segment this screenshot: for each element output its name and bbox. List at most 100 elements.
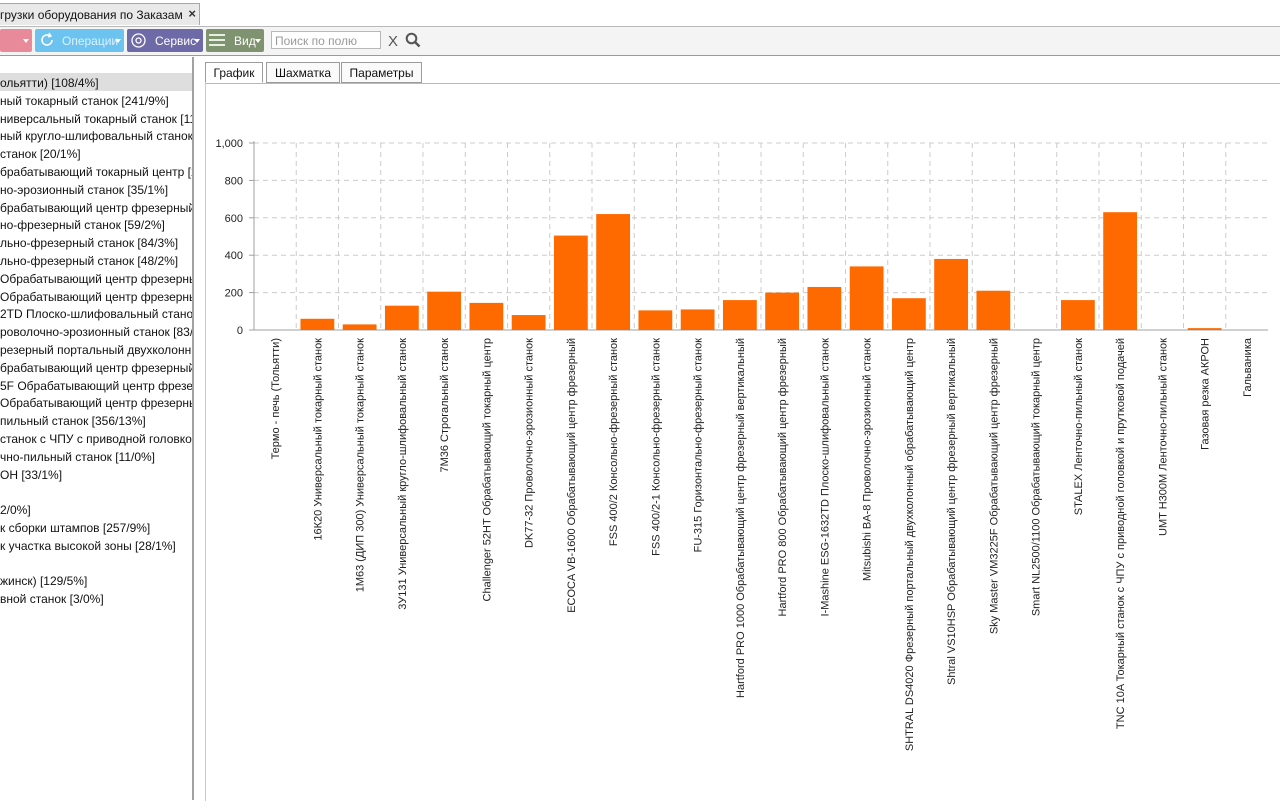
tree-item[interactable]: станок с ЧПУ с приводной головко bbox=[0, 432, 192, 446]
search-placeholder: Поиск по полю bbox=[275, 34, 358, 48]
tree-item[interactable]: но-фрезерный станок [59/2%] bbox=[0, 218, 165, 233]
x-tick-label: 7М36 Строгальный станок bbox=[439, 338, 451, 473]
tree-item[interactable]: но-эрозионный станок [35/1%] bbox=[0, 182, 169, 197]
close-tab-icon[interactable]: × bbox=[188, 6, 196, 21]
tab-grid[interactable]: Шахматка bbox=[266, 62, 340, 83]
x-tick-label: Shtral VS10HSP Обрабатывающий центр фрез… bbox=[946, 338, 958, 685]
x-tick-label: Mitsubishi BA-8 Проволочно-эрозионный ст… bbox=[862, 338, 874, 581]
operations-label: Операции bbox=[62, 34, 119, 48]
bar bbox=[934, 258, 969, 330]
toolbar: Операции Сервис Вид Поиск по полю X bbox=[0, 27, 1280, 56]
bar bbox=[976, 290, 1011, 330]
x-tick-label: Sky Master VM3225F Обрабатывающий центр … bbox=[988, 338, 1000, 634]
tree-item[interactable]: роволочно-эрозионный станок [83/3% bbox=[0, 325, 194, 340]
bar bbox=[469, 302, 504, 330]
document-tab-strip: грузки оборудования по Заказам × bbox=[0, 0, 1280, 27]
y-tick-label: 600 bbox=[225, 213, 243, 225]
y-tick-label: 1,000 bbox=[215, 138, 243, 150]
tree-item[interactable]: 5F Обрабатывающий центр фрезер bbox=[0, 378, 194, 393]
x-tick-label: STALEX Ленточно-пильный станок bbox=[1073, 338, 1085, 515]
tree-item[interactable]: Обрабатывающий центр фрезерный bbox=[0, 396, 194, 411]
x-tick-label: FU-315 Горизонтально-фрезерный станок bbox=[693, 338, 705, 553]
x-tick-label: 16К20 Универсальный токарный станок bbox=[312, 338, 324, 541]
tree-item[interactable]: к сборки штампов [257/9%] bbox=[0, 521, 151, 535]
tree-item[interactable]: 2/0%] bbox=[0, 503, 31, 518]
tree-item[interactable]: пильный станок [356/13%] bbox=[0, 414, 146, 429]
equipment-tree[interactable]: ольятти) [108/4%] ный токарный станок [24… bbox=[0, 57, 194, 800]
x-tick-label: Гальваника bbox=[1242, 337, 1254, 397]
x-tick-label: I-Mashine ESG-1632TD Плоско-шлифовальный… bbox=[819, 338, 831, 617]
bar bbox=[384, 305, 419, 330]
tree-item[interactable]: льно-фрезерный станок [48/2%] bbox=[0, 254, 179, 268]
document-tab[interactable]: грузки оборудования по Заказам × bbox=[0, 3, 200, 25]
load-bar-chart: 0 200 400 600 800 1,000 Термо - печь (Тольятти… bbox=[215, 138, 1268, 751]
bar bbox=[1060, 300, 1095, 330]
gear-icon bbox=[131, 33, 146, 48]
refresh-icon bbox=[41, 32, 53, 46]
search-icon[interactable] bbox=[405, 32, 421, 48]
bar bbox=[553, 235, 588, 330]
actions-menu-button[interactable] bbox=[0, 29, 32, 52]
bar bbox=[1103, 212, 1138, 330]
y-tick-label: 0 bbox=[237, 325, 243, 337]
bar bbox=[638, 310, 673, 330]
tree-item[interactable]: вной станок [3/0%] bbox=[0, 592, 104, 607]
tree-item[interactable]: ниверсальный токарный станок [111 bbox=[0, 111, 194, 126]
service-menu-button[interactable]: Сервис bbox=[127, 29, 203, 52]
tab-chart[interactable]: График bbox=[205, 62, 263, 83]
tree-item[interactable]: ОН [33/1%] bbox=[0, 467, 63, 482]
view-menu-button[interactable]: Вид bbox=[206, 29, 264, 52]
tree-item[interactable]: брабатывающий токарный центр [2 bbox=[0, 165, 194, 179]
y-tick-label: 200 bbox=[225, 288, 243, 300]
tree-item[interactable]: Обрабатывающий центр фрезерный bbox=[0, 289, 194, 304]
bar bbox=[427, 291, 462, 330]
service-label: Сервис bbox=[155, 34, 197, 48]
operations-menu-button[interactable]: Операции bbox=[35, 29, 124, 52]
x-tick-label: Challenger 52HT Обрабатывающий токарный … bbox=[481, 338, 493, 601]
x-tick-label: FSS 400/2-1 Консольно-фрезерный станок bbox=[650, 338, 662, 556]
x-tick-label: TNC 10A Токарный станок с ЧПУ с приводно… bbox=[1115, 338, 1127, 729]
tree-item[interactable]: станок [20/1%] bbox=[0, 147, 81, 162]
tree-item[interactable]: брабатывающий центр фрезерный bbox=[0, 200, 194, 215]
x-tick-label: Термо - печь (Тольятти) bbox=[270, 338, 282, 459]
bar bbox=[511, 315, 546, 330]
tree-item[interactable]: резерный портальный двухколонный bbox=[0, 343, 194, 357]
view-label: Вид bbox=[234, 34, 256, 48]
list-view-icon bbox=[209, 34, 225, 46]
x-tick-label: 1М63 (ДИП 300) Универсальный токарный ст… bbox=[355, 338, 367, 592]
tree-item[interactable]: льно-фрезерный станок [84/3%] bbox=[0, 236, 179, 251]
bar bbox=[596, 214, 631, 330]
tree-item[interactable]: ный кругло-шлифовальный станок bbox=[0, 129, 193, 144]
chevron-down-icon bbox=[194, 39, 200, 43]
tree-root-row[interactable] bbox=[0, 73, 192, 91]
bar bbox=[765, 292, 800, 330]
x-tick-label: Hartford PRO 1000 Обрабатывающий центр ф… bbox=[735, 338, 747, 698]
chevron-down-icon bbox=[255, 39, 261, 43]
tree-item[interactable]: ольятти) [108/4%] bbox=[0, 76, 99, 90]
tree-item[interactable]: брабатывающий центр фрезерный bbox=[0, 360, 194, 375]
bar bbox=[722, 300, 757, 330]
tree-item[interactable]: Обрабатывающий центр фрезерный bbox=[0, 271, 194, 286]
x-tick-label: Hartford PRO 800 Обрабатывающий центр фр… bbox=[777, 338, 789, 616]
chart-panel bbox=[205, 83, 1280, 801]
bar bbox=[680, 309, 715, 330]
search-input[interactable]: Поиск по полю bbox=[271, 31, 381, 49]
bar bbox=[807, 286, 842, 330]
x-tick-label: Газовая резка АКРОН bbox=[1200, 338, 1212, 450]
tree-item[interactable]: чно-пильный станок [11/0%] bbox=[0, 449, 156, 464]
tree-item[interactable]: ный токарный станок [241/9%] bbox=[0, 93, 169, 108]
chevron-down-icon bbox=[115, 39, 121, 43]
bar bbox=[849, 266, 884, 330]
tree-item[interactable]: 2TD Плоско-шлифовальный станок bbox=[0, 307, 194, 322]
bar bbox=[300, 318, 335, 330]
tree-item[interactable]: к участка высокой зоны [28/1%] bbox=[0, 538, 176, 553]
clear-search-button[interactable]: X bbox=[388, 33, 399, 50]
x-tick-label: 3У131 Универсальный кругло-шлифовальный … bbox=[397, 338, 409, 610]
x-tick-label: DK77-32 Проволочно-эрозионный станок bbox=[524, 338, 536, 548]
tab-params[interactable]: Параметры bbox=[341, 62, 422, 83]
tree-item[interactable]: жинск) [129/5%] bbox=[0, 574, 88, 589]
y-tick-label: 800 bbox=[225, 175, 243, 187]
x-tick-label: Smart NL2500/1100 Обрабатывающий токарны… bbox=[1031, 338, 1043, 616]
bar bbox=[1187, 328, 1222, 330]
x-tick-label: FSS 400/2 Консольно-фрезерный станок bbox=[608, 338, 620, 546]
